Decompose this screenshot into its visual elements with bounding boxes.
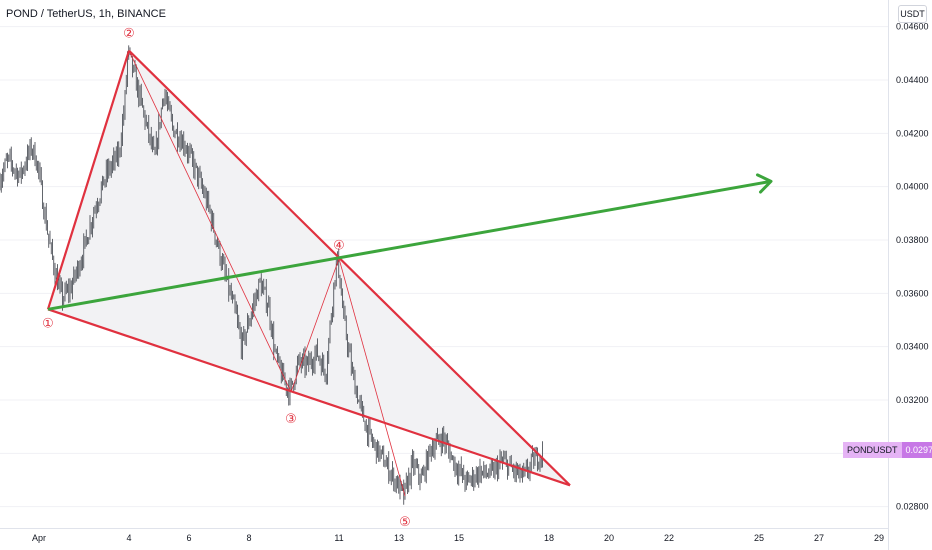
- triangle-upper-edge[interactable]: [128, 49, 571, 487]
- price-tick-label: 0.04400: [896, 75, 929, 85]
- date-tick-label: 15: [454, 533, 464, 543]
- wave-point-labels: ① ② ③ ④ ⑤: [42, 27, 411, 530]
- price-tick-label: 0.03200: [896, 395, 929, 405]
- projection-line[interactable]: [47, 179, 772, 311]
- date-tick-label: 18: [544, 533, 554, 543]
- date-tick-label: 25: [754, 533, 764, 543]
- price-tick-label: 0.03600: [896, 288, 929, 298]
- date-tick-label: 6: [186, 533, 191, 543]
- price-tick-label: 0.03800: [896, 235, 929, 245]
- symbol-name: PONDUSDT: [847, 445, 898, 455]
- date-tick-label: 20: [604, 533, 614, 543]
- last-price: 0.02979: [901, 442, 932, 458]
- triangle-lower-edge[interactable]: [47, 308, 571, 487]
- date-tick-label: Apr: [32, 533, 46, 543]
- currency-badge[interactable]: USDT: [898, 5, 927, 23]
- wave-lines: [128, 50, 406, 497]
- projection-arrow[interactable]: [47, 173, 773, 311]
- date-tick-label: 8: [246, 533, 251, 543]
- price-tick-label: 0.04200: [896, 128, 929, 138]
- date-tick-label: 13: [394, 533, 404, 543]
- wave-point-label: ③: [285, 412, 297, 427]
- wave-point-label: ②: [123, 27, 135, 42]
- price-axis[interactable]: 0.028000.030000.032000.034000.036000.038…: [896, 22, 929, 512]
- date-tick-label: 11: [334, 533, 343, 543]
- axis-lines: [0, 0, 889, 550]
- time-axis[interactable]: Apr 4 6 8 11 13 15 18 20 22 25 27 29: [32, 533, 884, 543]
- price-tick-label: 0.04000: [896, 182, 929, 192]
- wave-segment: [128, 50, 292, 393]
- date-tick-label: 27: [814, 533, 824, 543]
- chart-title: POND / TetherUS, 1h, BINANCE: [6, 8, 166, 20]
- price-tick-label: 0.03400: [896, 342, 929, 352]
- price-tick-label: 0.02800: [896, 502, 929, 512]
- wave-segment: [338, 258, 406, 497]
- date-tick-label: 22: [664, 533, 674, 543]
- triangle-edge-1-2[interactable]: [46, 50, 131, 310]
- projection-arrowhead[interactable]: [755, 173, 773, 194]
- wave-point-label: ①: [42, 316, 54, 331]
- date-tick-label: 29: [874, 533, 884, 543]
- triangle-area: [48, 50, 570, 486]
- triangle-edges[interactable]: [46, 49, 571, 487]
- wave-point-label: ④: [333, 239, 345, 254]
- wave-segment: [290, 258, 340, 393]
- price-tick-label: 0.04600: [896, 22, 929, 32]
- last-price-label: PONDUSDT 0.02979: [843, 442, 932, 458]
- wave-point-label: ⑤: [399, 515, 411, 530]
- date-tick-label: 4: [126, 533, 131, 543]
